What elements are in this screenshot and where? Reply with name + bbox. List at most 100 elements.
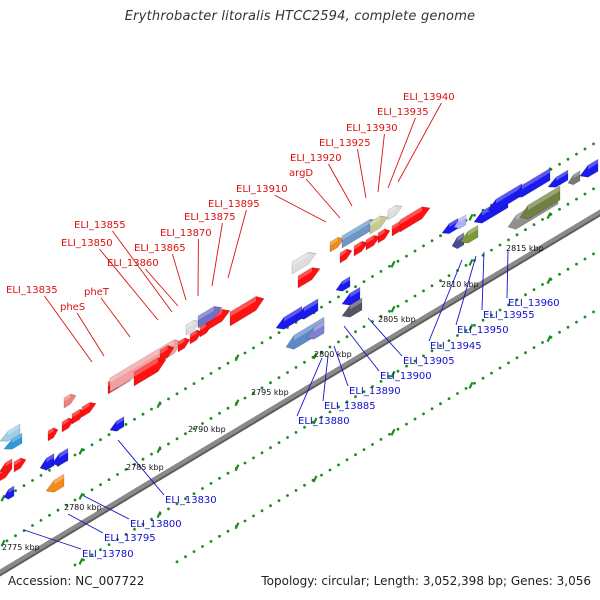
tick-dot: [269, 504, 272, 508]
tick-dot: [354, 453, 357, 457]
tick-dot: [388, 264, 391, 268]
tick-dot: [473, 381, 476, 385]
tick-dot: [430, 284, 434, 288]
tick-dot: [201, 487, 204, 490]
forward-gene-body: [185, 320, 201, 336]
tick-dot: [243, 461, 247, 465]
reverse-gene-body: [0, 458, 13, 474]
tick-dot: [405, 299, 408, 303]
reverse-gene: [45, 473, 65, 493]
reverse-gene-body: [51, 447, 69, 467]
tick-dot: [303, 483, 306, 487]
tick-dot: [277, 441, 281, 444]
forward-gene: [197, 306, 223, 329]
tick-dot: [56, 508, 60, 512]
tick-dot: [243, 351, 247, 355]
scale-label: 2805 kbp: [378, 315, 416, 324]
forward-gene-shine: [298, 267, 312, 281]
scale-label: 2780 kbp: [64, 503, 102, 512]
forward-gene-label: ELI_13930: [346, 123, 398, 134]
reverse-gene-label: ELI_13800: [130, 519, 182, 530]
tick-dot: [566, 267, 570, 271]
tick-dot: [524, 351, 527, 355]
tick-dot: [575, 197, 578, 201]
reverse-gene: [285, 316, 325, 350]
tick-dot: [218, 476, 221, 480]
forward-label-leader: [100, 297, 131, 338]
forward-gene-shine: [62, 418, 69, 426]
tick-dot: [320, 305, 323, 309]
forward-gene: [109, 339, 183, 393]
tick-dot: [73, 498, 77, 502]
tick-dot: [337, 295, 340, 299]
major-tick: [390, 428, 396, 436]
forward-gene: [291, 252, 317, 275]
tick-dot: [175, 392, 179, 396]
scale-label: 2785 kbp: [126, 463, 164, 472]
tick-dot: [439, 279, 442, 283]
tick-dot: [456, 392, 459, 395]
tick-dot: [90, 488, 94, 492]
tick-dot: [141, 457, 145, 461]
reverse-label-leader: [481, 251, 485, 311]
forward-gene-body: [291, 252, 317, 275]
tick-dot: [209, 540, 213, 543]
tick-dot: [354, 285, 357, 289]
gene-features: [0, 158, 599, 500]
tick-dot: [209, 417, 213, 420]
tick-dot: [439, 234, 442, 238]
forward-gene-label: ELI_13940: [403, 92, 455, 103]
tick-dot: [167, 507, 170, 511]
tick-dot: [116, 538, 119, 541]
tick-dot: [337, 405, 340, 409]
forward-gene-shine: [388, 205, 396, 214]
forward-gene-shine: [366, 235, 374, 244]
tick-dot: [133, 527, 136, 531]
reverse-gene-body: [513, 167, 551, 198]
tick-dot: [150, 407, 153, 411]
tick-dot: [379, 438, 383, 441]
major-tick: [78, 492, 84, 500]
forward-gene-body: [369, 215, 389, 235]
forward-label-leader: [76, 312, 105, 357]
reverse-gene-shine: [588, 159, 598, 170]
tick-dot: [371, 275, 374, 278]
forward-gene: [377, 228, 391, 244]
tick-dot: [286, 494, 289, 497]
tick-dot: [337, 463, 340, 467]
reverse-gene-shine: [8, 423, 20, 435]
tick-dot: [243, 396, 247, 400]
tick-dot: [396, 304, 400, 308]
reverse-gene-label: ELI_13905: [403, 356, 455, 367]
forward-gene-shine: [134, 357, 158, 377]
tick-dot: [439, 344, 442, 348]
tick-dot: [566, 157, 570, 161]
tick-dot: [583, 315, 587, 319]
forward-gene-shine: [110, 339, 174, 383]
major-tick: [0, 539, 6, 547]
tick-dot: [583, 147, 587, 151]
forward-gene-shine: [392, 221, 400, 230]
tick-dot: [167, 442, 170, 446]
tick-dot: [218, 534, 221, 538]
major-tick: [468, 323, 474, 331]
reverse-gene: [487, 183, 523, 212]
forward-gene-shine: [64, 394, 71, 402]
forward-gene-body: [365, 235, 381, 251]
tick-dot: [541, 283, 544, 286]
forward-gene: [387, 205, 403, 221]
forward-gene-shine: [370, 215, 380, 227]
scale-label: 2795 kbp: [251, 388, 289, 397]
tick-dot: [396, 369, 400, 373]
tick-dot: [201, 377, 204, 380]
forward-gene: [81, 402, 97, 418]
tick-dot: [31, 479, 34, 482]
tick-dot: [592, 252, 595, 256]
tick-dot: [328, 410, 332, 414]
tick-dot: [498, 366, 502, 370]
forward-gene-body: [63, 393, 77, 409]
tick-dot: [39, 519, 43, 522]
major-tick: [156, 401, 162, 409]
major-tick: [78, 557, 84, 565]
